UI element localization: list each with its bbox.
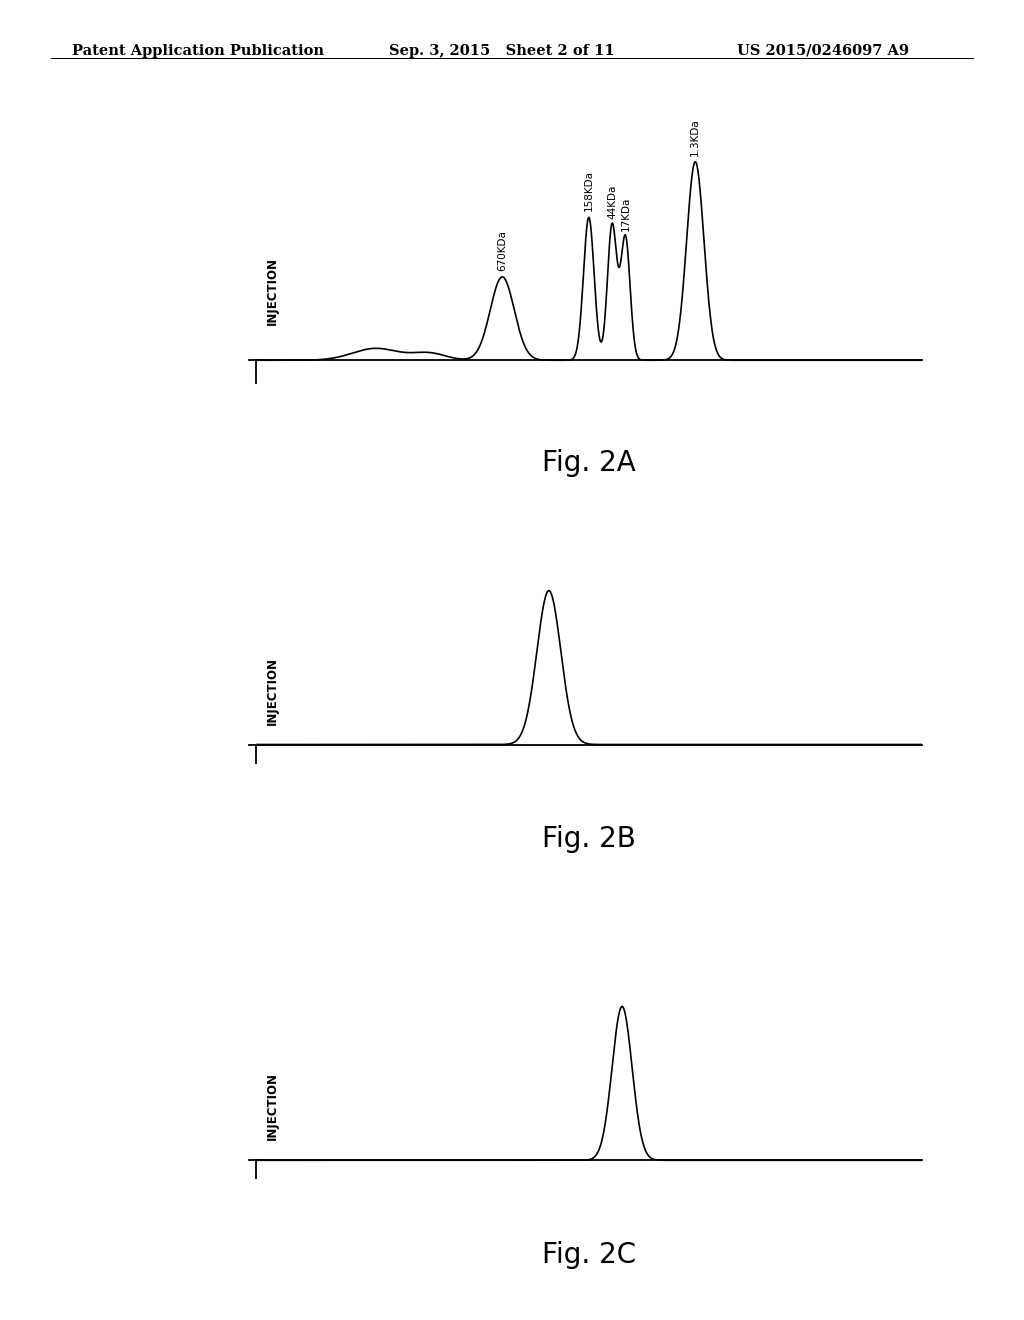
Text: Sep. 3, 2015   Sheet 2 of 11: Sep. 3, 2015 Sheet 2 of 11 (389, 44, 614, 58)
Text: Fig. 2A: Fig. 2A (542, 449, 636, 477)
Text: 44KDa: 44KDa (607, 185, 617, 219)
Text: INJECTION: INJECTION (266, 656, 279, 725)
Text: 1.3KDa: 1.3KDa (690, 117, 700, 156)
Text: 17KDa: 17KDa (621, 197, 631, 231)
Text: 670KDa: 670KDa (498, 230, 507, 271)
Text: 158KDa: 158KDa (584, 170, 594, 211)
Text: INJECTION: INJECTION (266, 1072, 279, 1140)
Text: Fig. 2B: Fig. 2B (542, 825, 636, 853)
Text: INJECTION: INJECTION (266, 257, 279, 325)
Text: Patent Application Publication: Patent Application Publication (72, 44, 324, 58)
Text: Fig. 2C: Fig. 2C (542, 1241, 636, 1269)
Text: US 2015/0246097 A9: US 2015/0246097 A9 (737, 44, 909, 58)
